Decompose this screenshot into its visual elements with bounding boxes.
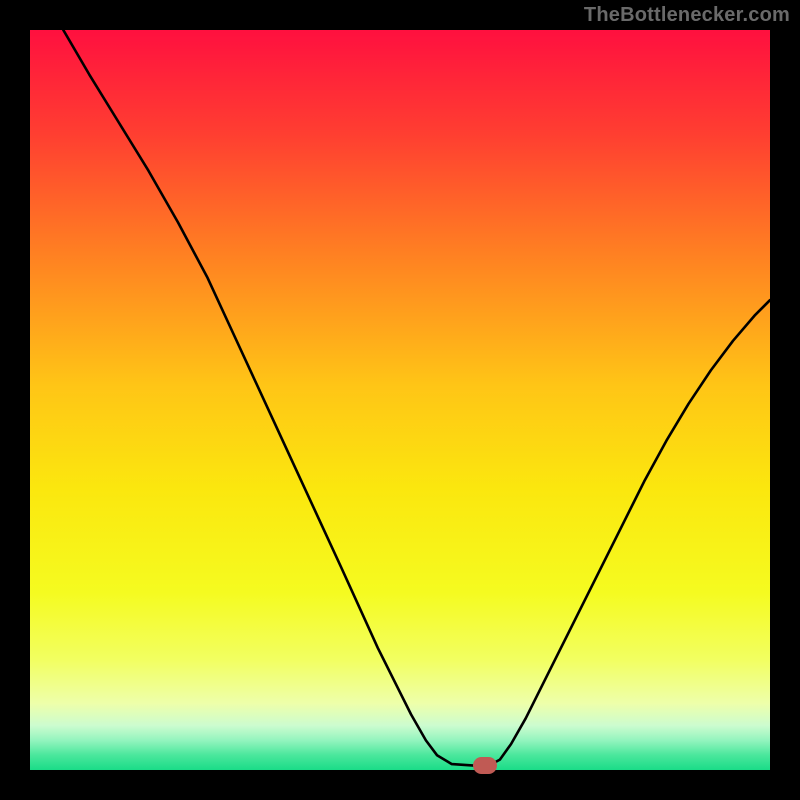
bottleneck-curve: [30, 30, 770, 770]
watermark-text: TheBottlenecker.com: [584, 4, 790, 27]
chart-frame: TheBottlenecker.com: [0, 0, 800, 800]
plot-area: [30, 30, 770, 770]
optimal-marker: [473, 757, 497, 773]
